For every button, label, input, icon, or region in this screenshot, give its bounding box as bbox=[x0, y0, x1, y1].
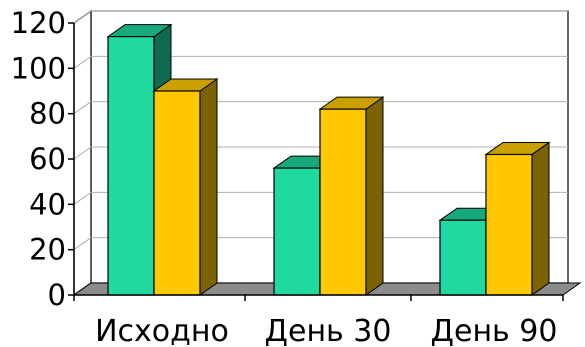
y-tick-label: 60 bbox=[29, 142, 66, 176]
y-tick-labels: 0 20 40 60 80 100 120 bbox=[11, 6, 66, 312]
x-category-labels: Исходно День 30 День 90 bbox=[95, 314, 557, 347]
bar bbox=[152, 78, 219, 296]
axes bbox=[68, 22, 564, 301]
bar bbox=[318, 96, 385, 296]
gridline bbox=[73, 55, 568, 69]
gridline bbox=[73, 237, 568, 251]
gridline bbox=[73, 101, 568, 115]
bar-side bbox=[531, 141, 550, 296]
bar-front bbox=[107, 35, 155, 296]
x-category-label: Исходно bbox=[95, 314, 229, 347]
bar-front bbox=[319, 108, 367, 296]
y-tick-label: 80 bbox=[29, 97, 66, 131]
bar bbox=[484, 141, 551, 296]
bar-front bbox=[485, 153, 533, 296]
bar-front bbox=[273, 167, 321, 296]
y-tick-label: 120 bbox=[11, 6, 66, 40]
bar-side bbox=[199, 78, 218, 296]
gridline bbox=[73, 10, 568, 24]
x-category-label: День 30 bbox=[265, 314, 392, 347]
bar-front bbox=[153, 90, 201, 296]
y-tick-label: 100 bbox=[11, 51, 66, 85]
bar-side bbox=[365, 96, 384, 296]
gridlines bbox=[73, 10, 568, 251]
gridline bbox=[73, 146, 568, 160]
y-tick-label: 20 bbox=[29, 233, 66, 267]
bars bbox=[106, 23, 551, 296]
bar-front bbox=[439, 219, 487, 296]
x-category-label: День 90 bbox=[431, 314, 558, 347]
gridline bbox=[73, 191, 568, 205]
y-tick-label: 0 bbox=[48, 278, 66, 312]
y-tick-label: 40 bbox=[29, 187, 66, 221]
